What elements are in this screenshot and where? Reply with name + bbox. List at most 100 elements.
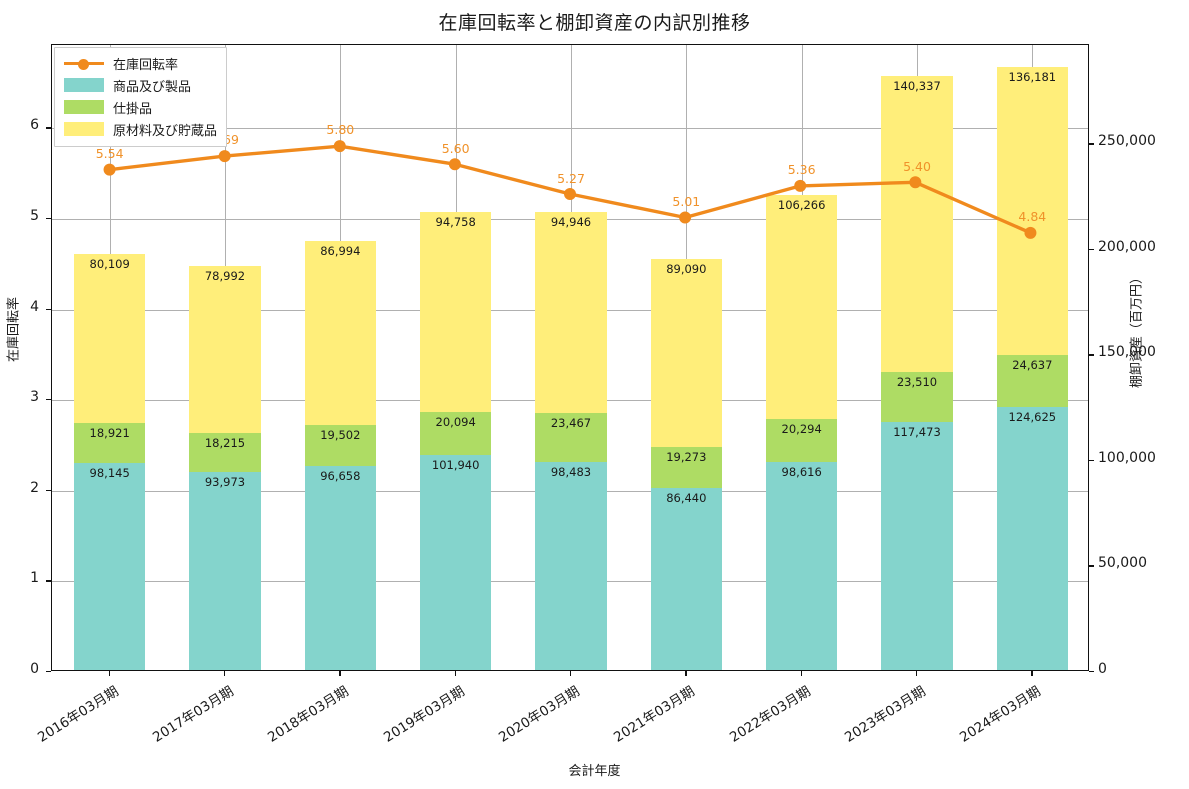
bar-segment[interactable] — [881, 372, 953, 422]
bar-segment[interactable] — [304, 424, 377, 466]
bar-segment[interactable] — [73, 422, 146, 463]
bar-segment[interactable] — [304, 465, 377, 670]
y-axis-left-tick — [46, 217, 51, 220]
x-axis-tick — [339, 671, 341, 676]
bar-segment[interactable] — [765, 461, 838, 670]
bar-segment[interactable] — [996, 67, 1069, 355]
bar-value-label: 18,921 — [89, 425, 130, 440]
x-axis-tick-label: 2017年03月期 — [150, 683, 237, 746]
bar-segment[interactable] — [650, 258, 723, 447]
y-axis-left-tick — [46, 308, 51, 310]
legend-color-swatch — [64, 122, 104, 137]
line-marker[interactable] — [218, 150, 231, 163]
bar-segment[interactable] — [419, 212, 492, 413]
bar-segment[interactable] — [189, 266, 261, 434]
bar-value-label: 140,337 — [893, 79, 941, 94]
bar-group[interactable]: 86,440 19,273 89,090 — [650, 43, 723, 670]
x-axis-tick-label: 2020年03月期 — [496, 683, 583, 746]
bar-segment[interactable] — [73, 462, 146, 670]
bar-segment[interactable] — [535, 462, 607, 670]
bar-segment[interactable] — [419, 412, 492, 455]
bar-segment[interactable] — [996, 354, 1069, 407]
legend-item-label: 仕掛品 — [113, 102, 153, 117]
bar-segment[interactable] — [650, 487, 723, 670]
line-marker[interactable] — [564, 188, 576, 201]
bar-group[interactable]: 101,940 20,094 94,758 — [419, 43, 492, 670]
bar-value-label: 98,483 — [550, 465, 592, 480]
line-value-label: 4.84 — [1018, 209, 1047, 225]
y-axis-right-tick — [1089, 248, 1094, 251]
legend-item[interactable]: 商品及び製品 — [64, 76, 217, 95]
y-axis-right-tick — [1089, 565, 1094, 567]
y-axis-right-tick-label: 0 — [1098, 661, 1107, 677]
bar-value-label: 124,625 — [1008, 409, 1057, 424]
bar-segment[interactable] — [304, 241, 377, 425]
line-value-label: 5.36 — [787, 162, 816, 178]
bar-segment[interactable] — [881, 76, 953, 373]
bar-segment[interactable] — [765, 418, 838, 462]
legend-swatch-icon — [64, 122, 104, 136]
line-value-label: 5.40 — [903, 158, 931, 174]
legend-item-label: 原材料及び貯蔵品 — [113, 124, 218, 139]
line-marker[interactable] — [794, 179, 807, 192]
legend-item-label: 商品及び製品 — [113, 80, 192, 95]
bar-segment[interactable] — [996, 406, 1069, 670]
bar-segment[interactable] — [535, 212, 607, 413]
bar-segment[interactable] — [765, 194, 838, 419]
x-axis-tick-label: 2019年03月期 — [380, 683, 468, 746]
y-axis-right-tick-label: 100,000 — [1098, 449, 1156, 466]
y-axis-left-tick-label: 1 — [30, 570, 39, 587]
y-axis-right-tick-label: 200,000 — [1098, 238, 1156, 255]
bar-value-label: 94,946 — [550, 215, 592, 230]
bar-group[interactable]: 124,625 24,637 136,181 — [996, 43, 1069, 670]
bar-value-label: 19,273 — [666, 449, 707, 464]
line-marker[interactable] — [1024, 226, 1037, 239]
bar-group[interactable]: 98,483 23,467 94,946 — [535, 43, 607, 670]
bar-group[interactable]: 98,145 18,921 80,109 — [73, 43, 146, 670]
legend-dot-icon — [78, 59, 89, 70]
x-axis-title: 会計年度 — [568, 764, 621, 779]
x-axis-tick-label: 2023年03月期 — [842, 683, 929, 746]
bar-value-label: 96,658 — [320, 468, 361, 483]
legend-item[interactable]: 仕掛品 — [64, 98, 217, 117]
x-axis-tick — [1031, 671, 1033, 676]
y-axis-right-tick — [1089, 354, 1094, 356]
y-axis-right-tick — [1089, 143, 1094, 145]
line-marker[interactable] — [103, 163, 116, 176]
bar-value-label: 93,973 — [204, 474, 246, 489]
bar-group[interactable]: 93,973 18,215 78,992 — [189, 43, 261, 670]
y-axis-right-tick-label: 50,000 — [1098, 555, 1147, 572]
bar-group[interactable]: 98,616 20,294 106,266 — [765, 43, 838, 670]
x-axis-tick-label: 2021年03月期 — [611, 683, 698, 746]
x-axis-tick-label: 2024年03月期 — [957, 683, 1044, 746]
y-axis-right-tick-label: 250,000 — [1098, 133, 1156, 150]
bar-value-label: 106,266 — [777, 197, 826, 212]
bar-segment[interactable] — [73, 253, 146, 423]
y-axis-left-tick-label: 0 — [30, 661, 39, 677]
legend-item[interactable]: 原材料及び貯蔵品 — [64, 120, 217, 139]
bar-segment[interactable] — [650, 446, 723, 488]
legend-item[interactable]: 在庫回転率 — [64, 54, 217, 73]
bar-group[interactable]: 117,473 23,510 140,337 — [881, 43, 953, 670]
plot-area: 98,145 18,921 80,109 93,973 18,215 78,992 96,6… — [51, 44, 1089, 671]
y-axis-left-tick-label: 2 — [30, 479, 39, 496]
line-marker[interactable] — [448, 158, 461, 171]
bar-segment[interactable] — [189, 433, 261, 472]
legend-swatch-icon — [64, 100, 104, 114]
y-axis-left-tick — [46, 399, 51, 401]
y-axis-right-tick-label: 150,000 — [1098, 344, 1156, 361]
bar-segment[interactable] — [881, 422, 953, 670]
bar-value-label: 20,294 — [781, 421, 822, 436]
line-marker[interactable] — [333, 140, 346, 153]
line-marker[interactable] — [679, 211, 692, 224]
bar-group[interactable]: 96,658 19,502 86,994 — [304, 43, 377, 670]
x-axis-tick — [916, 671, 918, 676]
bar-segment[interactable] — [189, 471, 261, 670]
bar-segment[interactable] — [419, 454, 492, 670]
y-axis-left-tick-label: 6 — [30, 117, 39, 134]
bar-segment[interactable] — [535, 412, 607, 463]
line-marker[interactable] — [909, 176, 922, 189]
x-axis-tick — [570, 671, 572, 676]
y-axis-left-tick-label: 4 — [30, 298, 39, 315]
bar-value-label: 18,215 — [204, 436, 246, 451]
